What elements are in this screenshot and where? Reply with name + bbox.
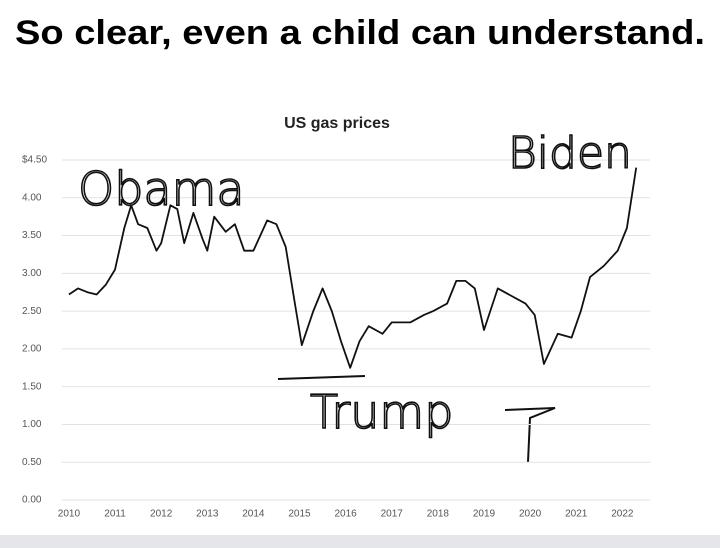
hand-annotation: Trump <box>310 385 453 439</box>
x-tick-label: 2021 <box>565 509 588 520</box>
x-tick-label: 2013 <box>196 509 219 520</box>
y-tick-label: 0.50 <box>22 457 42 468</box>
y-tick-label: 3.50 <box>22 230 42 241</box>
x-tick-label: 2012 <box>150 509 173 520</box>
bottom-strip <box>0 535 720 548</box>
hand-annotation: Obama <box>78 162 245 216</box>
y-tick-label: $4.50 <box>22 155 47 166</box>
x-tick-label: 2022 <box>611 509 634 520</box>
x-tick-label: 2015 <box>288 509 311 520</box>
chart-title: US gas prices <box>284 115 390 132</box>
hand-stroke <box>504 407 556 463</box>
y-tick-label: 3.00 <box>22 268 42 279</box>
x-tick-label: 2016 <box>334 509 357 520</box>
y-tick-label: 1.00 <box>22 419 42 430</box>
hand-annotation: Biden <box>508 128 632 179</box>
hand-underline <box>277 375 366 380</box>
meme-title: So clear, even a child can understand. <box>15 14 705 52</box>
y-tick-label: 0.00 <box>22 495 42 506</box>
y-tick-label: 4.00 <box>22 192 42 203</box>
y-tick-label: 2.50 <box>22 306 42 317</box>
x-tick-label: 2019 <box>473 509 496 520</box>
x-tick-label: 2017 <box>381 509 404 520</box>
x-tick-label: 2010 <box>58 509 81 520</box>
y-tick-label: 1.50 <box>22 381 42 392</box>
x-tick-label: 2011 <box>104 509 126 520</box>
y-tick-label: 2.00 <box>22 344 42 355</box>
x-tick-label: 2020 <box>519 509 542 520</box>
x-tick-label: 2018 <box>427 509 450 520</box>
x-tick-label: 2014 <box>242 509 265 520</box>
price-line <box>68 167 638 369</box>
